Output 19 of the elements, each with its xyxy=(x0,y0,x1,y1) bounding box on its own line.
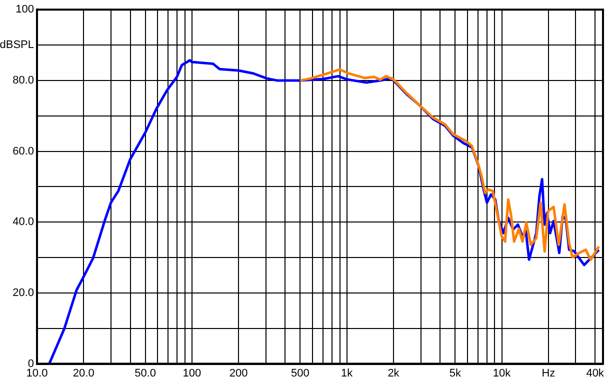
x-tick-label: 100 xyxy=(182,367,202,380)
x-tick-label: Hz xyxy=(542,367,556,380)
x-tick-label: 40k xyxy=(586,367,604,380)
x-tick-label: 10k xyxy=(492,367,512,380)
x-tick-label: 1k xyxy=(341,367,354,380)
x-tick-label: 2k xyxy=(388,367,400,380)
x-tick-label: 500 xyxy=(291,367,310,380)
y-tick-label: 80.0 xyxy=(12,74,34,86)
x-tick-label: 20.0 xyxy=(72,367,94,380)
y-tick-label: 0 xyxy=(28,358,34,370)
y-tick-label: 60.0 xyxy=(12,145,34,158)
y-tick-label: 100 xyxy=(16,4,34,16)
y-tick-label: 40.0 xyxy=(12,216,34,228)
x-tick-label: 10.0 xyxy=(26,367,48,380)
y-tick-label: 20.0 xyxy=(12,286,34,299)
x-tick-label: 200 xyxy=(229,367,248,380)
y-axis-title: dBSPL xyxy=(0,39,34,52)
x-tick-label: 5k xyxy=(449,367,462,380)
x-tick-label: 50.0 xyxy=(134,367,156,380)
